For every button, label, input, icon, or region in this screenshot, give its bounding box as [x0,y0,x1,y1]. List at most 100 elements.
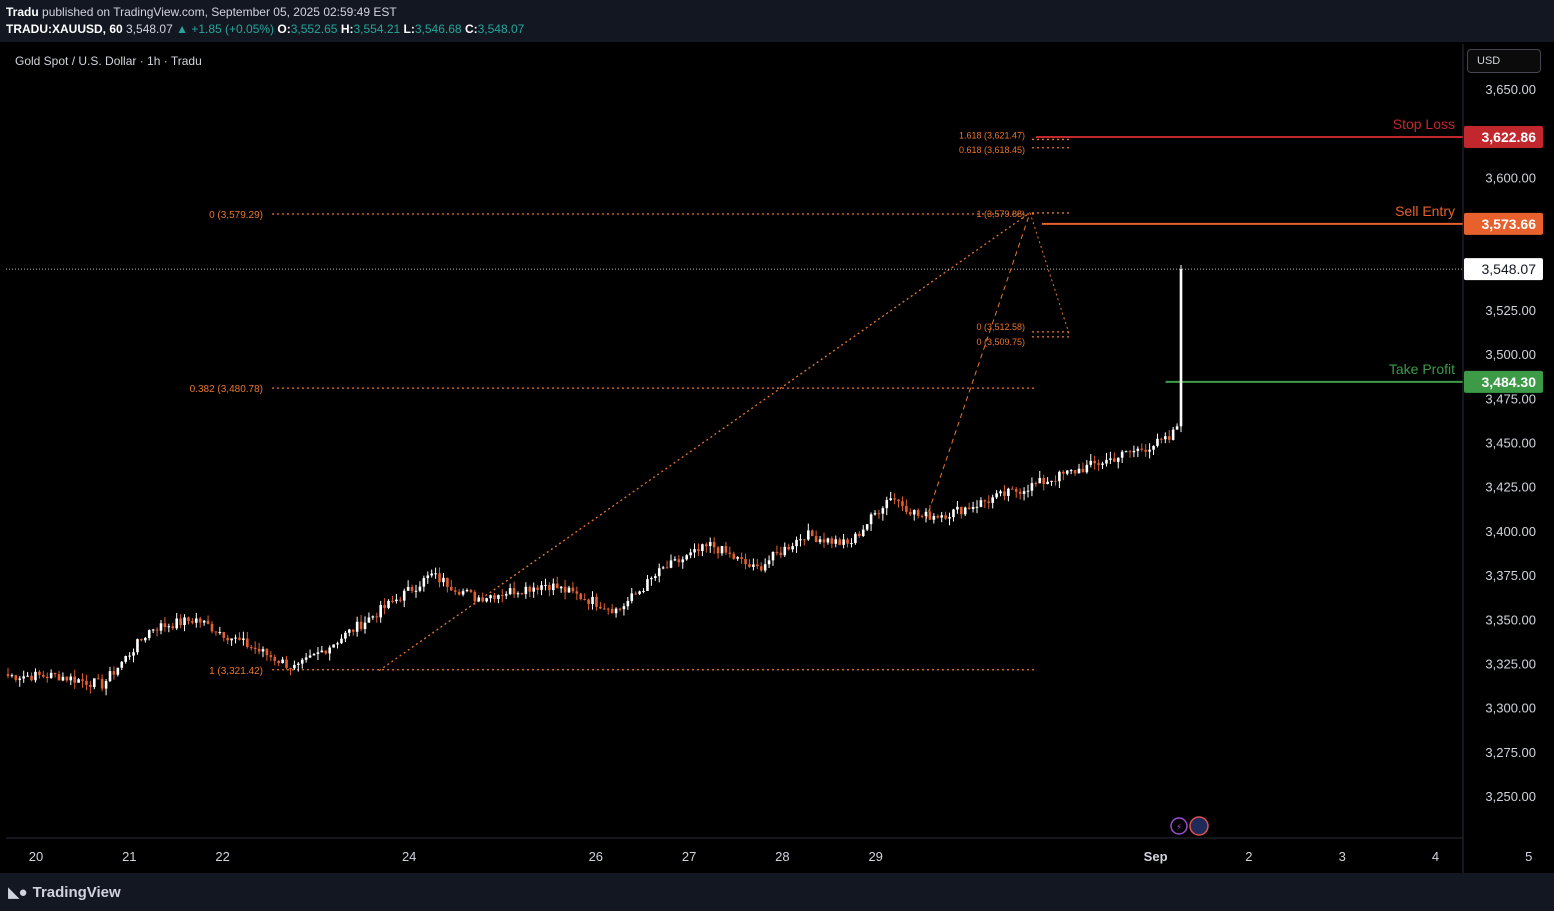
candle-body [65,676,69,681]
candle-body [536,587,539,590]
y-tick-label: 3,650.00 [1485,82,1536,97]
level-price-tag [1464,212,1543,235]
candle-body [944,515,947,519]
candle-body [238,637,241,640]
candle-body [830,538,834,544]
candle-body [175,618,178,629]
candle-body [889,498,892,501]
lightning-event-icon[interactable] [1170,817,1188,835]
x-tick-label: 20 [29,849,43,864]
candle-body [963,507,967,515]
level-price-tag-text: 3,622.86 [1482,129,1537,145]
candle-body [1093,460,1096,464]
candle-body [336,643,339,645]
candle-body [587,599,590,604]
price-axis-panel[interactable] [1463,44,1554,873]
candle-body [10,675,14,677]
candle-body [147,630,151,639]
candle-body [897,499,900,502]
candle-body [516,593,520,595]
candle-body [297,663,300,665]
close-label: C: [464,22,478,36]
candle-body [1030,483,1034,491]
candle-body [402,590,406,601]
candle-body [1058,471,1061,482]
candle-body [410,586,414,591]
publish-header: Tradu published on TradingView.com, Sept… [0,0,1554,42]
candle-body [132,652,135,656]
candle-body [1026,490,1030,492]
candle-body [108,671,112,682]
candle-body [418,586,422,591]
candle-body [1124,451,1128,453]
currency-button[interactable]: USD [1467,49,1541,73]
candle-body [1046,481,1049,484]
fib-level-label: 0 (3,579.29) [209,210,263,221]
candle-body [230,638,233,641]
y-tick-label: 3,325.00 [1485,656,1536,671]
candle-body [469,590,473,592]
candle-body [167,626,171,628]
candle-body [504,594,508,596]
candle-body [657,568,661,577]
candle-body [1136,448,1140,451]
candle-body [1062,471,1065,474]
candle-body [779,552,783,556]
candle-body [57,674,61,681]
close-value: 3,548.07 [477,22,525,36]
level-price-tag-text: 3,484.30 [1482,374,1537,390]
candle-body [626,600,630,607]
high-label: H: [340,22,354,36]
candle-body [395,599,398,602]
candle-body [532,587,535,592]
candle-body [732,553,736,559]
candle-body [661,567,665,569]
x-tick-label: 24 [402,849,416,864]
chart-pane[interactable] [6,44,1462,838]
candle-body [14,675,18,680]
candle-body [1050,480,1053,482]
candle-body [1128,451,1132,453]
publisher-name[interactable]: Tradu [6,5,39,19]
level-label: Sell Entry [1395,203,1455,219]
candle-body [391,600,394,602]
logo-text: TradingView [32,884,121,901]
fib-ext-label: 0 (3,512.58) [976,322,1025,332]
candle-body [261,649,265,652]
candle-body [359,621,363,630]
candle-body [689,552,692,556]
symbol-interval[interactable]: TRADU:XAUUSD, 60 [6,22,123,36]
candle-body [995,493,998,498]
candle-body [42,674,45,677]
candle-body [991,497,994,503]
candle-body [885,500,889,509]
candle-body [155,629,159,631]
candle-body [473,591,477,602]
candle-body [540,585,543,590]
candle-body [701,544,704,552]
candle-body [179,618,182,626]
candle-body [756,564,759,567]
candle-body [956,506,959,510]
level-price-tag [1464,125,1543,148]
candle-body [665,567,669,569]
us-flag-event-icon[interactable] [1189,816,1209,836]
candle-body [736,557,739,559]
candle-body [571,587,575,592]
candle-body [493,595,496,599]
candle-body [1034,483,1038,485]
candle-body [705,544,708,547]
candle-body [787,546,790,550]
fib-level-label: 0.382 (3,480.78) [190,384,263,395]
candle-body [1011,488,1014,490]
candle-body [465,590,469,592]
candle-body [446,577,449,587]
candle-body [685,555,688,560]
tradingview-logo[interactable]: ◣● TradingView [8,883,121,901]
candle-body [426,575,430,579]
candle-body [312,653,316,656]
candle-body [324,650,328,654]
candle-body [81,679,84,681]
candle-body [77,679,80,683]
